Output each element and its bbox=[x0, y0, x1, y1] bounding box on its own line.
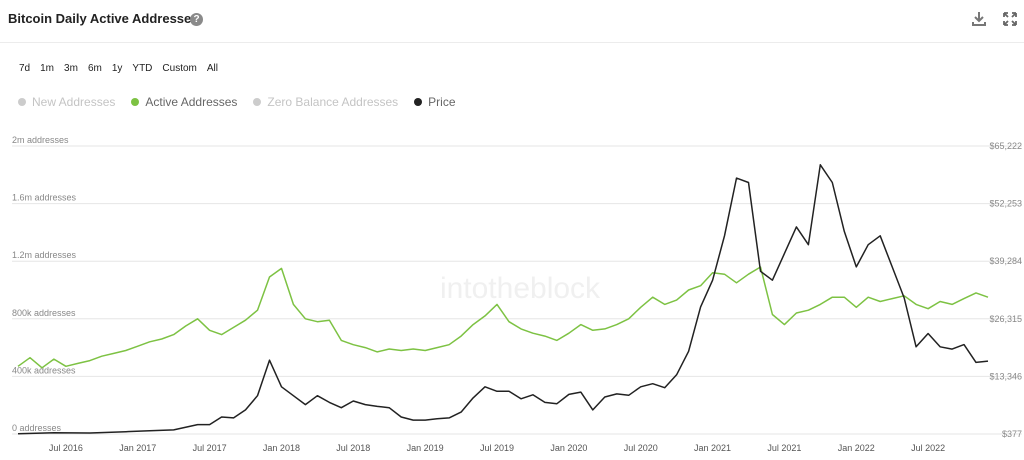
watermark: intotheblock bbox=[440, 272, 601, 305]
legend-new-addresses[interactable]: New Addresses bbox=[18, 95, 115, 109]
x-tick-label: Jan 2021 bbox=[694, 443, 731, 453]
y-right-tick-label: $26,315 bbox=[989, 314, 1022, 324]
y-left-tick-label: 1.2m addresses bbox=[12, 250, 77, 260]
range-1m-button[interactable]: 1m bbox=[40, 63, 55, 74]
y-right-tick-label: $377 bbox=[1002, 429, 1022, 439]
range-custom-button[interactable]: Custom bbox=[162, 63, 197, 74]
chart-header: Bitcoin Daily Active Addresses ? bbox=[0, 0, 1024, 43]
legend-dot bbox=[414, 98, 423, 106]
range-1y-button[interactable]: 1y bbox=[111, 63, 123, 74]
x-tick-label: Jan 2019 bbox=[407, 443, 444, 453]
x-tick-label: Jan 2017 bbox=[119, 443, 156, 453]
x-tick-label: Jul 2016 bbox=[49, 443, 83, 453]
range-ytd-button[interactable]: YTD bbox=[132, 63, 153, 74]
range-7d-button[interactable]: 7d bbox=[19, 63, 31, 74]
legend-label: Price bbox=[428, 95, 456, 109]
y-right-tick-label: $52,253 bbox=[989, 199, 1022, 209]
series-line-active-addresses bbox=[17, 266, 989, 369]
x-tick-label: Jan 2020 bbox=[550, 443, 587, 453]
x-tick-label: Jul 2022 bbox=[911, 443, 945, 453]
x-tick-label: Jul 2021 bbox=[767, 443, 801, 453]
download-icon[interactable] bbox=[970, 10, 988, 28]
y-right-tick-label: $65,222 bbox=[989, 141, 1022, 151]
legend-dot bbox=[253, 98, 262, 106]
legend-label: Active Addresses bbox=[145, 95, 238, 109]
chart-legend: New Addresses Active Addresses Zero Bala… bbox=[18, 95, 456, 109]
question-circle-icon[interactable]: ? bbox=[190, 13, 203, 26]
expand-icon[interactable] bbox=[1001, 10, 1019, 28]
legend-price[interactable]: Price bbox=[414, 95, 456, 109]
y-left-tick-label: 0 addresses bbox=[12, 423, 62, 433]
y-right-tick-label: $13,346 bbox=[989, 371, 1022, 381]
range-all-button[interactable]: All bbox=[206, 63, 218, 74]
legend-label: New Addresses bbox=[32, 95, 116, 109]
legend-active-addresses[interactable]: Active Addresses bbox=[131, 95, 237, 109]
legend-dot bbox=[18, 98, 26, 106]
range-selector: 7d 1m 3m 6m 1y YTD Custom All bbox=[15, 60, 222, 77]
x-tick-label: Jul 2019 bbox=[480, 443, 514, 453]
x-tick-label: Jan 2018 bbox=[263, 443, 300, 453]
y-right-tick-label: $39,284 bbox=[989, 256, 1022, 266]
legend-zero-balance-addresses[interactable]: Zero Balance Addresses bbox=[253, 95, 398, 109]
page-title: Bitcoin Daily Active Addresses bbox=[8, 11, 199, 26]
y-left-tick-label: 1.6m addresses bbox=[12, 193, 77, 203]
x-tick-label: Jul 2020 bbox=[624, 443, 658, 453]
legend-label: Zero Balance Addresses bbox=[267, 95, 399, 109]
range-3m-button[interactable]: 3m bbox=[64, 63, 78, 74]
range-6m-button[interactable]: 6m bbox=[87, 63, 102, 74]
y-left-tick-label: 2m addresses bbox=[12, 135, 69, 145]
legend-dot bbox=[131, 98, 140, 106]
y-left-tick-label: 400k addresses bbox=[12, 365, 76, 375]
y-left-tick-label: 800k addresses bbox=[12, 308, 76, 318]
x-tick-label: Jul 2018 bbox=[336, 443, 370, 453]
x-tick-label: Jan 2022 bbox=[838, 443, 875, 453]
series-line-price bbox=[17, 164, 989, 435]
x-tick-label: Jul 2017 bbox=[193, 443, 227, 453]
